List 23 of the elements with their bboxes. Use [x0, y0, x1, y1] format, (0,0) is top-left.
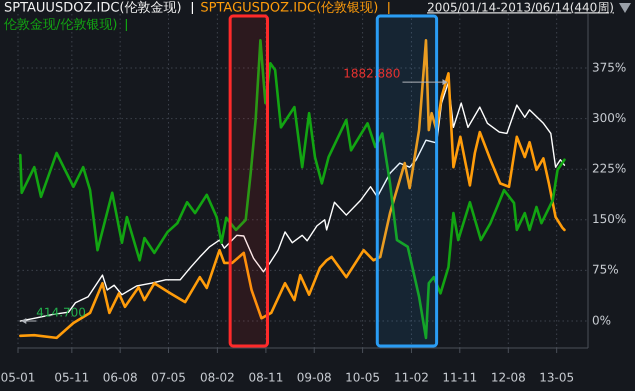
- legend-label: 伦敦金现/伦敦银现): [4, 18, 118, 33]
- x-tick-label: 11-02: [394, 370, 429, 384]
- x-tick-label: 08-11: [248, 370, 284, 384]
- x-tick-label: 05-01: [0, 370, 36, 384]
- legend-label: SPTAUUSDOZ.IDC(伦敦金现): [4, 0, 182, 16]
- y-tick-label: 300%: [592, 110, 626, 125]
- x-tick-label: 05-11: [54, 370, 90, 384]
- y-tick-label: 375%: [592, 60, 626, 74]
- x-tick-label: 09-08: [296, 370, 332, 384]
- y-tick-label: 75%: [592, 262, 619, 277]
- y-tick-label: 0%: [592, 313, 612, 328]
- y-tick-label: 225%: [592, 161, 626, 176]
- x-tick-label: 13-05: [539, 370, 574, 384]
- x-tick-label: 11-11: [442, 370, 478, 384]
- line-series: [19, 39, 566, 340]
- x-tick-label: 06-08: [102, 370, 138, 384]
- x-tick-label: 08-02: [200, 370, 235, 384]
- x-tick-label: 10-05: [345, 370, 380, 384]
- x-tick-label: 07-05: [151, 370, 186, 384]
- legend-label: SPTAGUSDOZ.IDC(伦敦银现): [200, 0, 378, 16]
- x-tick-label: 12-08: [490, 370, 526, 384]
- chart-subtitle: 2005/01/14-2013/06/14(440周): [427, 0, 614, 14]
- y-tick-label: 150%: [592, 212, 626, 226]
